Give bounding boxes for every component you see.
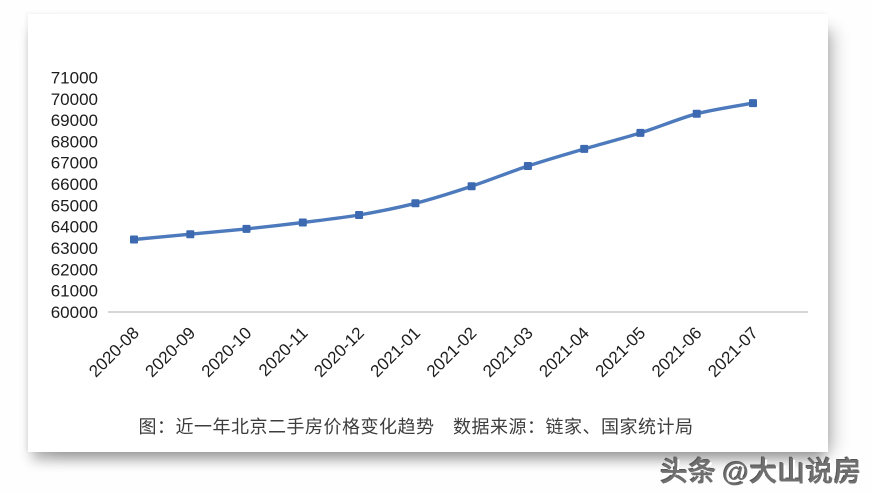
y-axis-tick-label: 70000 (51, 90, 98, 109)
x-axis-tick-label: 2021-01 (367, 323, 425, 381)
x-axis-tick-label: 2020-12 (310, 323, 368, 381)
data-point-marker (636, 128, 645, 137)
x-axis-tick-label: 2021-02 (423, 323, 481, 381)
x-axis-tick-label: 2021-06 (648, 323, 706, 381)
x-axis-tick-label: 2020-08 (85, 323, 143, 381)
y-axis-tick-label: 67000 (51, 154, 98, 173)
x-axis-tick-label: 2021-05 (592, 323, 650, 381)
y-axis-tick-label: 71000 (51, 68, 98, 87)
x-axis-tick-label: 2020-10 (198, 323, 256, 381)
chart-card: 60000 61000 62000 63000 64000 65000 66000 67000… (28, 14, 828, 452)
toutiao-logo-text: 头条 (660, 457, 717, 487)
y-axis-tick-label: 63000 (51, 239, 98, 258)
data-point-marker (692, 109, 701, 118)
y-axis-tick-label: 66000 (51, 175, 98, 194)
y-axis-tick-label: 69000 (51, 111, 98, 130)
x-axis-tick-label: 2021-07 (704, 323, 762, 381)
data-point-marker (523, 162, 532, 170)
price-trend-chart: 60000 61000 62000 63000 64000 65000 66000 67000… (51, 68, 808, 381)
data-point-marker (411, 199, 420, 208)
data-point-marker (580, 144, 589, 153)
data-point-marker (130, 235, 138, 244)
data-point-marker (355, 211, 364, 219)
y-axis-tick-label: 68000 (51, 132, 98, 151)
chart-caption: 图：近一年北京二手房价格变化趋势 数据来源：链家、国家统计局 (138, 417, 694, 437)
price-trend-line (132, 101, 755, 242)
y-axis-tick-label: 60000 (51, 303, 98, 322)
y-axis-tick-label: 62000 (51, 260, 98, 279)
data-point-marker (467, 182, 476, 191)
y-axis-tick-label: 61000 (51, 282, 98, 301)
data-point-marker (242, 224, 251, 233)
watermark: 头条 @大山说房 (661, 450, 862, 489)
y-axis-tick-label: 64000 (51, 218, 98, 237)
data-point-marker (186, 230, 195, 239)
data-point-marker (298, 218, 307, 227)
x-axis-tick-label: 2021-03 (479, 323, 537, 381)
y-axis-tick-label: 65000 (51, 196, 98, 215)
watermark-handle: @大山说房 (722, 457, 862, 487)
x-axis-tick-label: 2020-11 (255, 323, 312, 380)
data-point-marker (749, 99, 757, 108)
x-axis-tick-label: 2020-09 (142, 323, 200, 381)
x-axis-tick-label: 2021-04 (535, 323, 593, 381)
